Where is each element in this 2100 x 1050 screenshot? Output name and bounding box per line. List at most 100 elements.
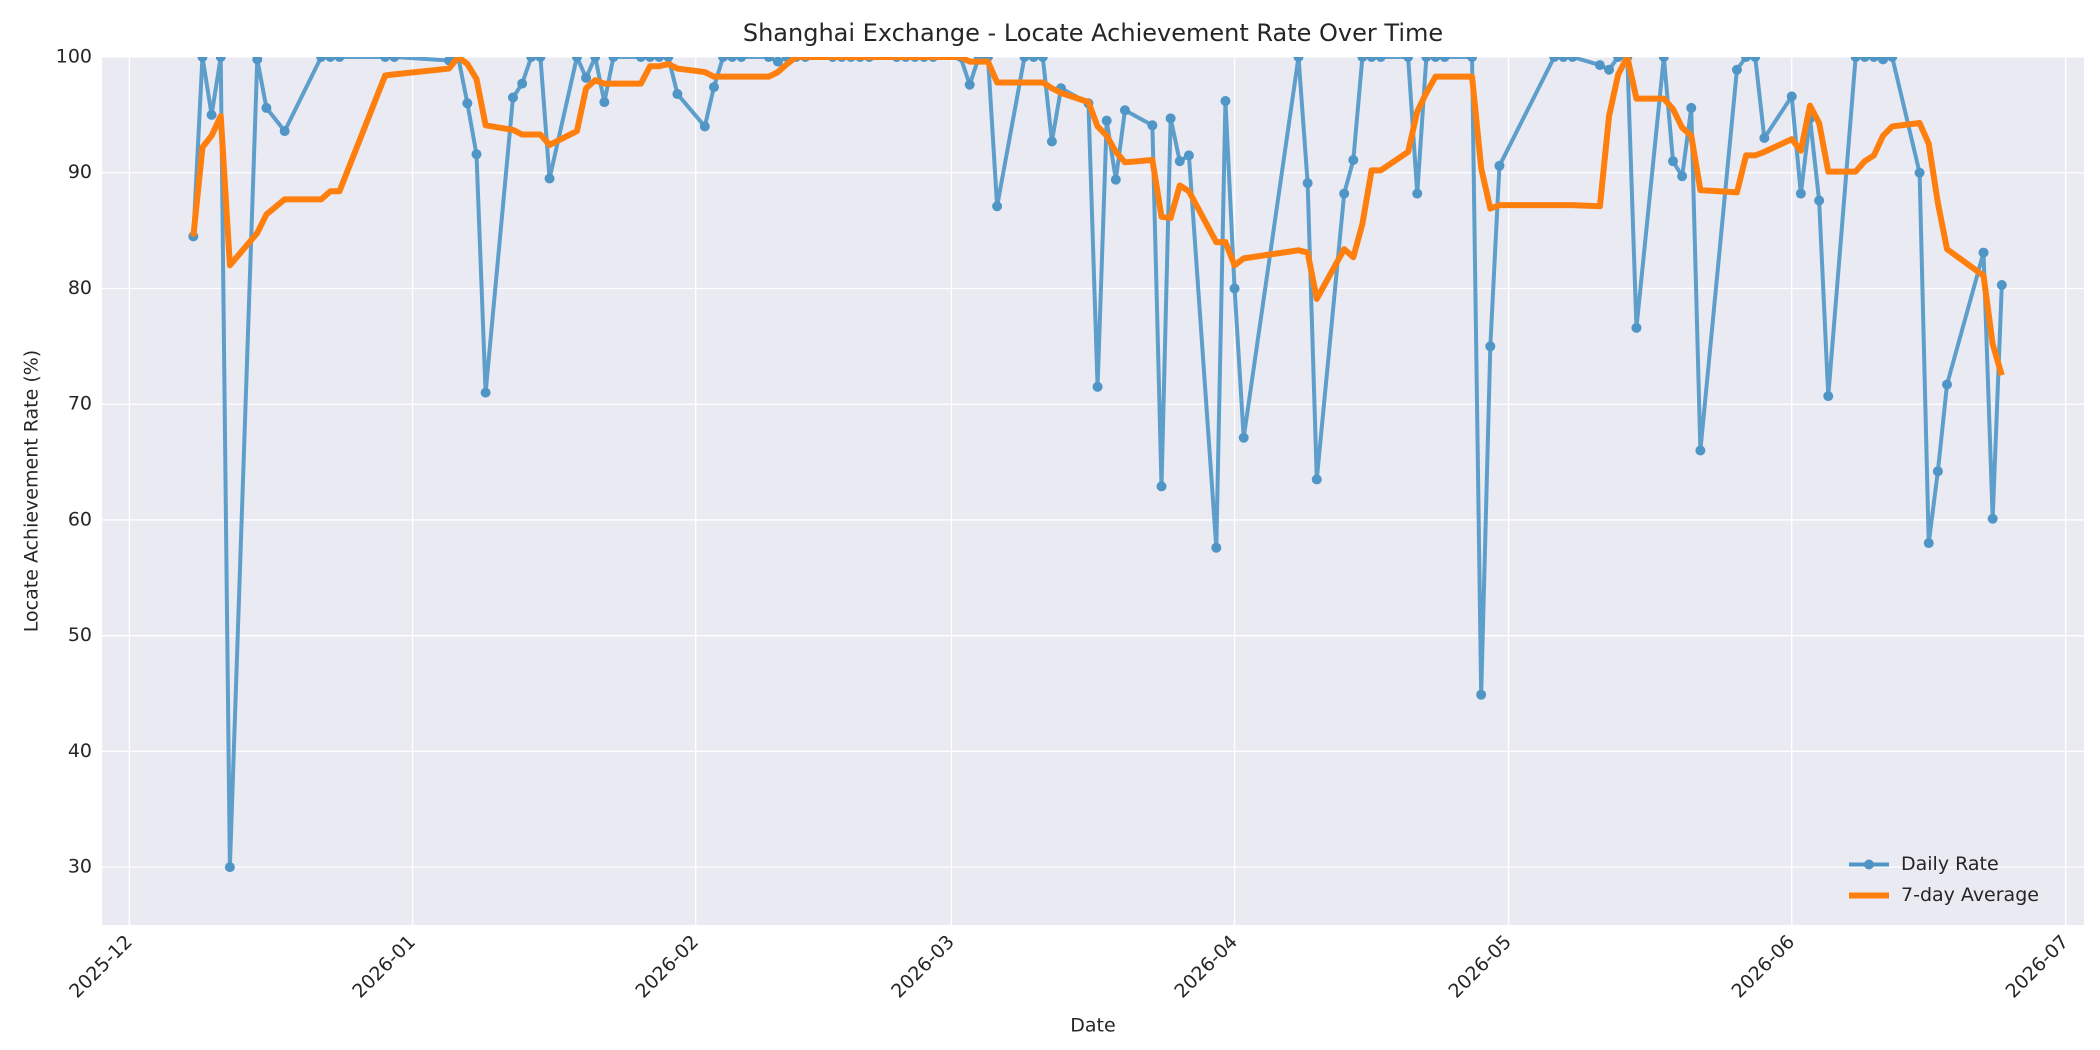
data-point — [544, 173, 555, 184]
data-point — [635, 57, 646, 62]
data-point — [1814, 195, 1825, 206]
data-point — [1165, 113, 1176, 124]
data-point — [1019, 57, 1030, 62]
data-point — [471, 149, 482, 160]
data-point — [727, 57, 738, 62]
data-point — [571, 57, 582, 62]
data-point — [1786, 91, 1797, 102]
data-point — [1731, 64, 1742, 75]
data-point — [480, 387, 491, 398]
data-point — [645, 57, 656, 62]
data-point — [1978, 247, 1989, 258]
data-point — [736, 57, 747, 62]
data-point — [1366, 57, 1377, 62]
data-point — [1439, 57, 1450, 62]
x-tick-label: 2026-07 — [2001, 931, 2073, 1003]
data-point — [1229, 283, 1240, 294]
data-point — [1667, 156, 1678, 167]
data-point — [526, 57, 537, 62]
data-point — [1339, 188, 1350, 199]
data-point — [224, 862, 235, 873]
data-point — [1211, 542, 1222, 553]
data-point — [663, 57, 674, 62]
y-tick-label: 80 — [68, 277, 92, 299]
data-point — [1110, 174, 1121, 185]
data-point — [334, 57, 345, 62]
data-point — [654, 57, 665, 62]
data-point — [462, 98, 473, 109]
x-tick-label: 2026-02 — [631, 931, 703, 1003]
data-point — [1476, 689, 1487, 700]
x-tick-label: 2026-01 — [348, 931, 420, 1003]
data-point — [1658, 57, 1669, 62]
data-point — [1923, 538, 1934, 549]
data-point — [1887, 57, 1898, 62]
data-point — [535, 57, 546, 62]
chart-title: Shanghai Exchange - Locate Achievement R… — [743, 19, 1443, 47]
series-layer — [188, 57, 2007, 873]
data-point — [197, 57, 208, 62]
data-point — [1293, 57, 1304, 62]
data-point — [1996, 279, 2007, 290]
data-point — [1174, 156, 1185, 167]
data-point — [1403, 57, 1414, 62]
data-point — [1238, 432, 1249, 443]
data-point — [992, 201, 1003, 212]
data-point — [1604, 64, 1615, 75]
data-point — [206, 109, 217, 120]
data-point — [1987, 513, 1998, 524]
data-point — [964, 79, 975, 90]
data-point — [380, 57, 391, 62]
data-point — [1850, 57, 1861, 62]
data-point — [1156, 481, 1167, 492]
data-point — [1311, 474, 1322, 485]
x-tick-label: 2025-12 — [65, 931, 137, 1003]
data-point — [590, 57, 601, 62]
data-point — [699, 121, 710, 132]
y-axis-label: Locate Achievement Rate (%) — [21, 350, 43, 632]
legend-label: 7-day Average — [1901, 884, 2039, 906]
data-point — [1028, 57, 1039, 62]
data-point — [325, 57, 336, 62]
data-point — [772, 57, 783, 67]
legend-label: Daily Rate — [1901, 853, 1999, 875]
data-point — [1741, 57, 1752, 62]
data-point — [279, 126, 290, 137]
data-point — [1914, 167, 1925, 178]
data-point — [1421, 57, 1432, 62]
data-point — [1467, 57, 1478, 62]
data-point — [1878, 57, 1889, 65]
data-point — [1220, 95, 1231, 106]
data-point — [1348, 155, 1359, 166]
x-tick-label: 2026-03 — [887, 931, 959, 1003]
data-point — [1494, 160, 1505, 171]
data-point — [215, 57, 226, 62]
data-point — [1823, 391, 1834, 402]
y-tick-label: 60 — [68, 508, 92, 530]
data-point — [1357, 57, 1368, 62]
data-point — [1932, 466, 1943, 477]
data-point — [1485, 341, 1496, 352]
y-tick-label: 50 — [68, 624, 92, 646]
data-point — [1759, 133, 1770, 144]
data-point — [1859, 57, 1870, 62]
data-point — [389, 57, 400, 62]
y-tick-label: 90 — [68, 161, 92, 183]
legend: Daily Rate 7-day Average — [1849, 853, 2039, 906]
data-point — [1147, 120, 1158, 131]
data-point — [261, 102, 272, 113]
data-point — [1302, 178, 1313, 189]
y-tick-label: 30 — [68, 856, 92, 878]
data-point — [581, 72, 592, 83]
data-point — [608, 57, 619, 62]
data-point — [1092, 381, 1103, 392]
data-point — [1631, 322, 1642, 333]
data-point — [316, 57, 327, 62]
data-point — [1549, 57, 1560, 62]
data-point — [1941, 379, 1952, 390]
data-point — [508, 92, 519, 103]
data-point — [1594, 60, 1605, 71]
data-point — [1613, 57, 1624, 62]
data-point — [1677, 171, 1688, 182]
